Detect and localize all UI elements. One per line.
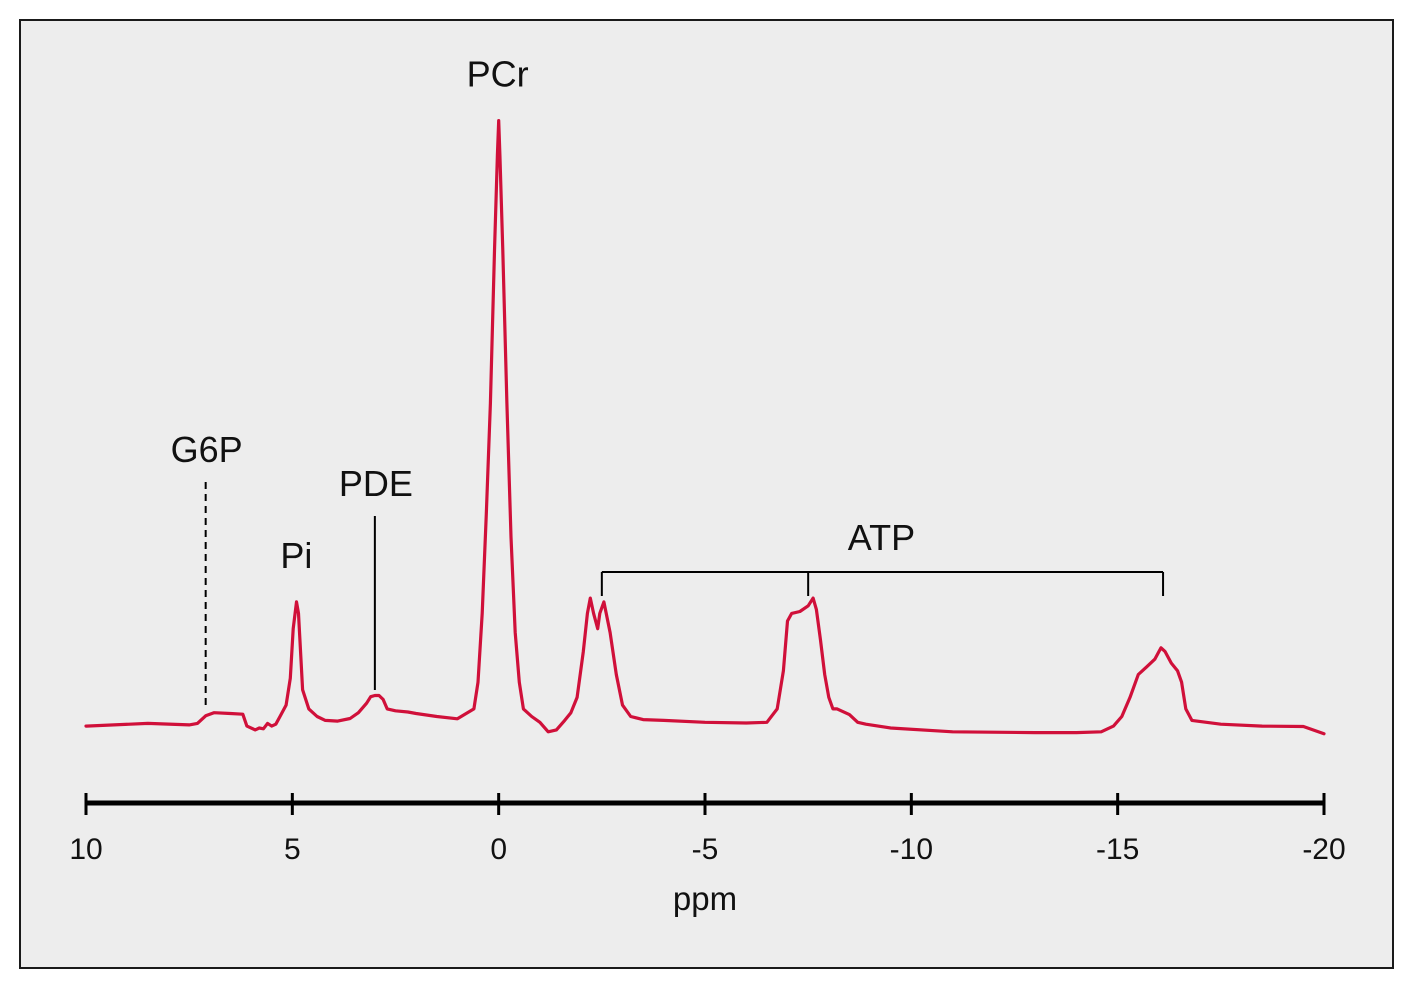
- x-tick-label: -20: [1302, 833, 1345, 866]
- x-tick-label: 10: [69, 833, 102, 866]
- x-tick-label: -5: [692, 833, 719, 866]
- x-axis-ticks: 10 5 0 -5 -10 -15 -20: [69, 793, 1346, 866]
- peak-annotations: PCr G6P Pi PDE ATP: [171, 54, 1165, 708]
- pi-label: Pi: [280, 535, 312, 576]
- pcr-label: PCr: [467, 54, 529, 95]
- g6p-label: G6P: [171, 429, 243, 470]
- x-axis: 10 5 0 -5 -10 -15 -20 ppm: [69, 793, 1346, 917]
- x-tick-label: 0: [490, 833, 507, 866]
- x-axis-label: ppm: [673, 880, 737, 917]
- x-tick-label: -10: [890, 833, 933, 866]
- spectrum-line: [84, 119, 1326, 736]
- x-tick-label: 5: [284, 833, 301, 866]
- atp-label: ATP: [848, 517, 915, 558]
- x-tick-label: -15: [1096, 833, 1139, 866]
- pde-label: PDE: [339, 463, 413, 504]
